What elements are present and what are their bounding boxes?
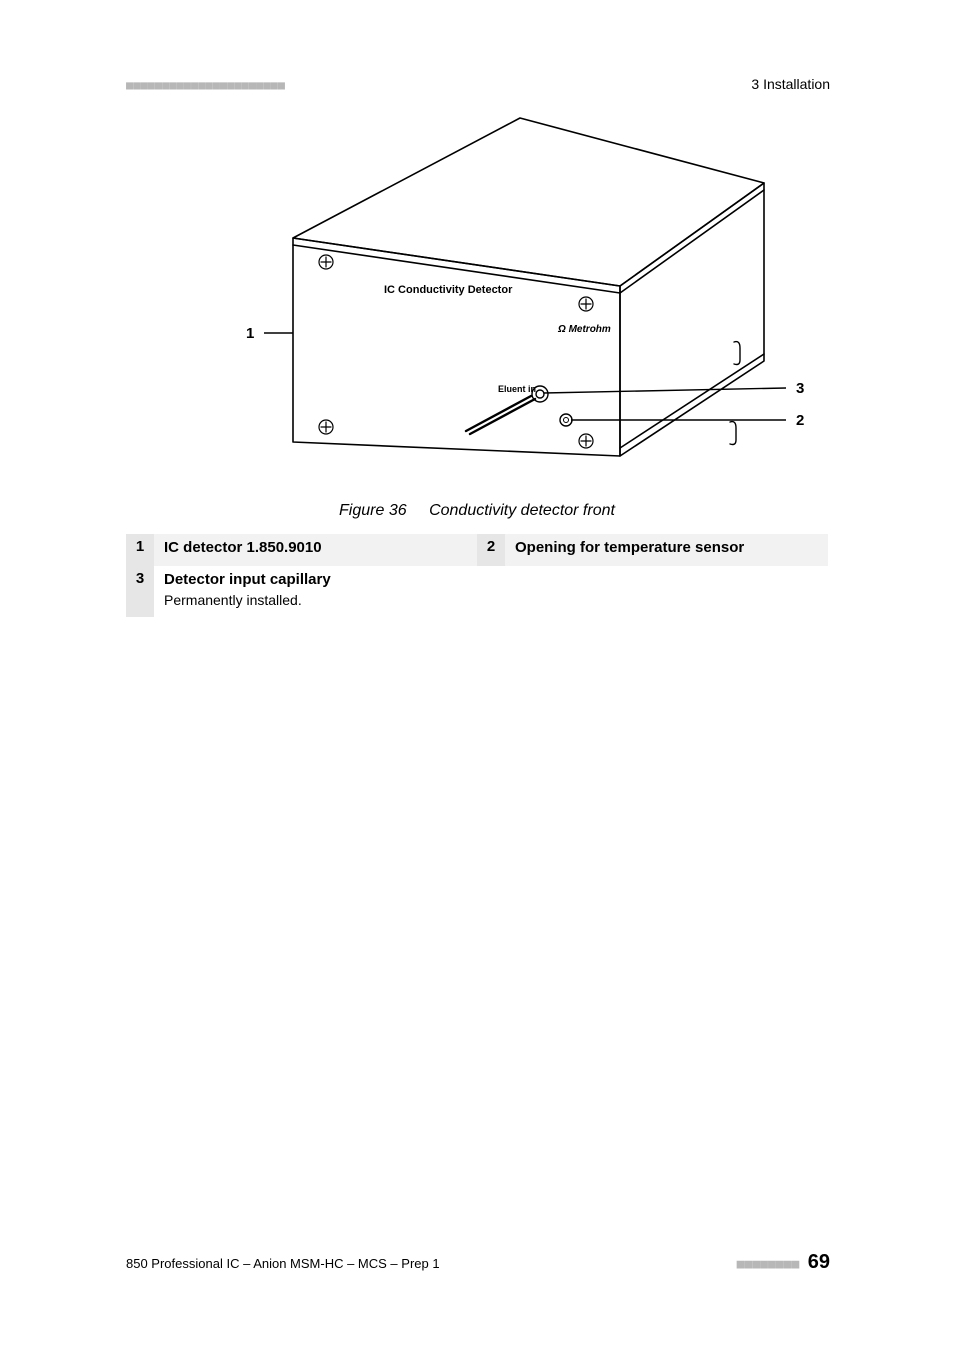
legend: 1 IC detector 1.850.9010 2 Opening for t… bbox=[126, 534, 828, 617]
legend-body: Opening for temperature sensor bbox=[505, 534, 828, 566]
legend-cell: 1 IC detector 1.850.9010 bbox=[126, 534, 477, 566]
legend-num: 1 bbox=[126, 534, 154, 566]
detector-illustration: IC Conductivity Detector Ω Metrohm Eluen… bbox=[126, 110, 828, 510]
header-section-label: 3 Installation bbox=[751, 76, 830, 92]
figure-area: IC Conductivity Detector Ω Metrohm Eluen… bbox=[126, 110, 828, 510]
footer-dash-right: ■■■■■■■■ bbox=[737, 1257, 800, 1272]
callout-2: 2 bbox=[796, 412, 804, 429]
figure-caption-text: Conductivity detector front bbox=[429, 502, 615, 519]
brand-label: Ω Metrohm bbox=[557, 324, 611, 335]
legend-title: IC detector 1.850.9010 bbox=[164, 538, 467, 558]
legend-num: 2 bbox=[477, 534, 505, 566]
figure-caption: Figure 36 Conductivity detector front bbox=[0, 502, 954, 520]
product-label: IC Conductivity Detector bbox=[384, 284, 513, 296]
legend-row: 3 Detector input capillary Permanently i… bbox=[126, 566, 828, 617]
callout-1: 1 bbox=[246, 325, 254, 342]
figure-caption-label: Figure 36 bbox=[339, 502, 407, 519]
legend-cell: 3 Detector input capillary Permanently i… bbox=[126, 566, 477, 617]
eluent-label: Eluent in bbox=[498, 384, 536, 394]
page: ■■■■■■■■■■■■■■■■■■■■■■ 3 Installation bbox=[0, 0, 954, 1350]
legend-cell: 2 Opening for temperature sensor bbox=[477, 534, 828, 566]
header-dash-left: ■■■■■■■■■■■■■■■■■■■■■■ bbox=[126, 78, 285, 92]
legend-title: Opening for temperature sensor bbox=[515, 538, 818, 558]
legend-num: 3 bbox=[126, 566, 154, 617]
callout-3: 3 bbox=[796, 380, 804, 397]
legend-body bbox=[505, 566, 828, 617]
footer-right-wrap: ■■■■■■■■ 69 bbox=[737, 1251, 830, 1274]
legend-cell bbox=[477, 566, 828, 617]
legend-body: IC detector 1.850.9010 bbox=[154, 534, 477, 566]
legend-body: Detector input capillary Permanently ins… bbox=[154, 566, 477, 617]
legend-row: 1 IC detector 1.850.9010 2 Opening for t… bbox=[126, 534, 828, 566]
footer: 850 Professional IC – Anion MSM-HC – MCS… bbox=[126, 1251, 830, 1274]
legend-sub: Permanently installed. bbox=[164, 591, 467, 610]
legend-num bbox=[477, 566, 505, 617]
legend-title: Detector input capillary bbox=[164, 570, 467, 590]
footer-left: 850 Professional IC – Anion MSM-HC – MCS… bbox=[126, 1256, 440, 1271]
footer-page-number: 69 bbox=[808, 1251, 830, 1273]
